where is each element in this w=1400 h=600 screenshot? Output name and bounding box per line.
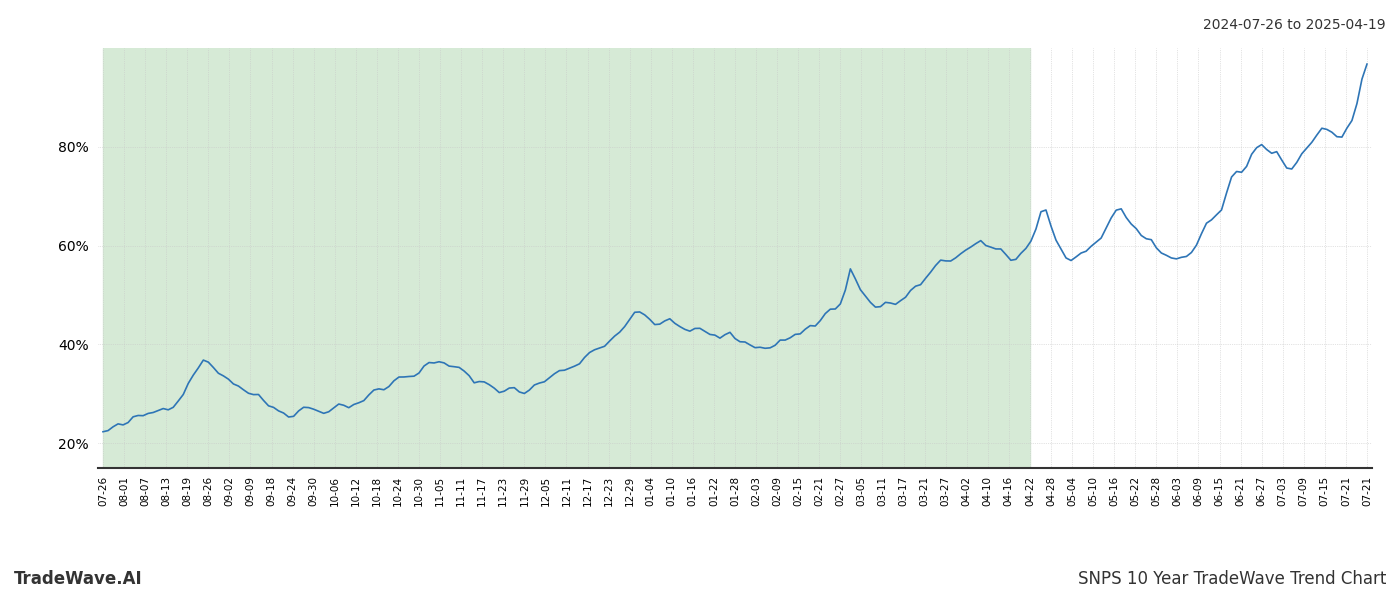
- Text: TradeWave.AI: TradeWave.AI: [14, 570, 143, 588]
- Bar: [104, 48, 1030, 468]
- Text: 2024-07-26 to 2025-04-19: 2024-07-26 to 2025-04-19: [1204, 18, 1386, 32]
- Text: SNPS 10 Year TradeWave Trend Chart: SNPS 10 Year TradeWave Trend Chart: [1078, 570, 1386, 588]
